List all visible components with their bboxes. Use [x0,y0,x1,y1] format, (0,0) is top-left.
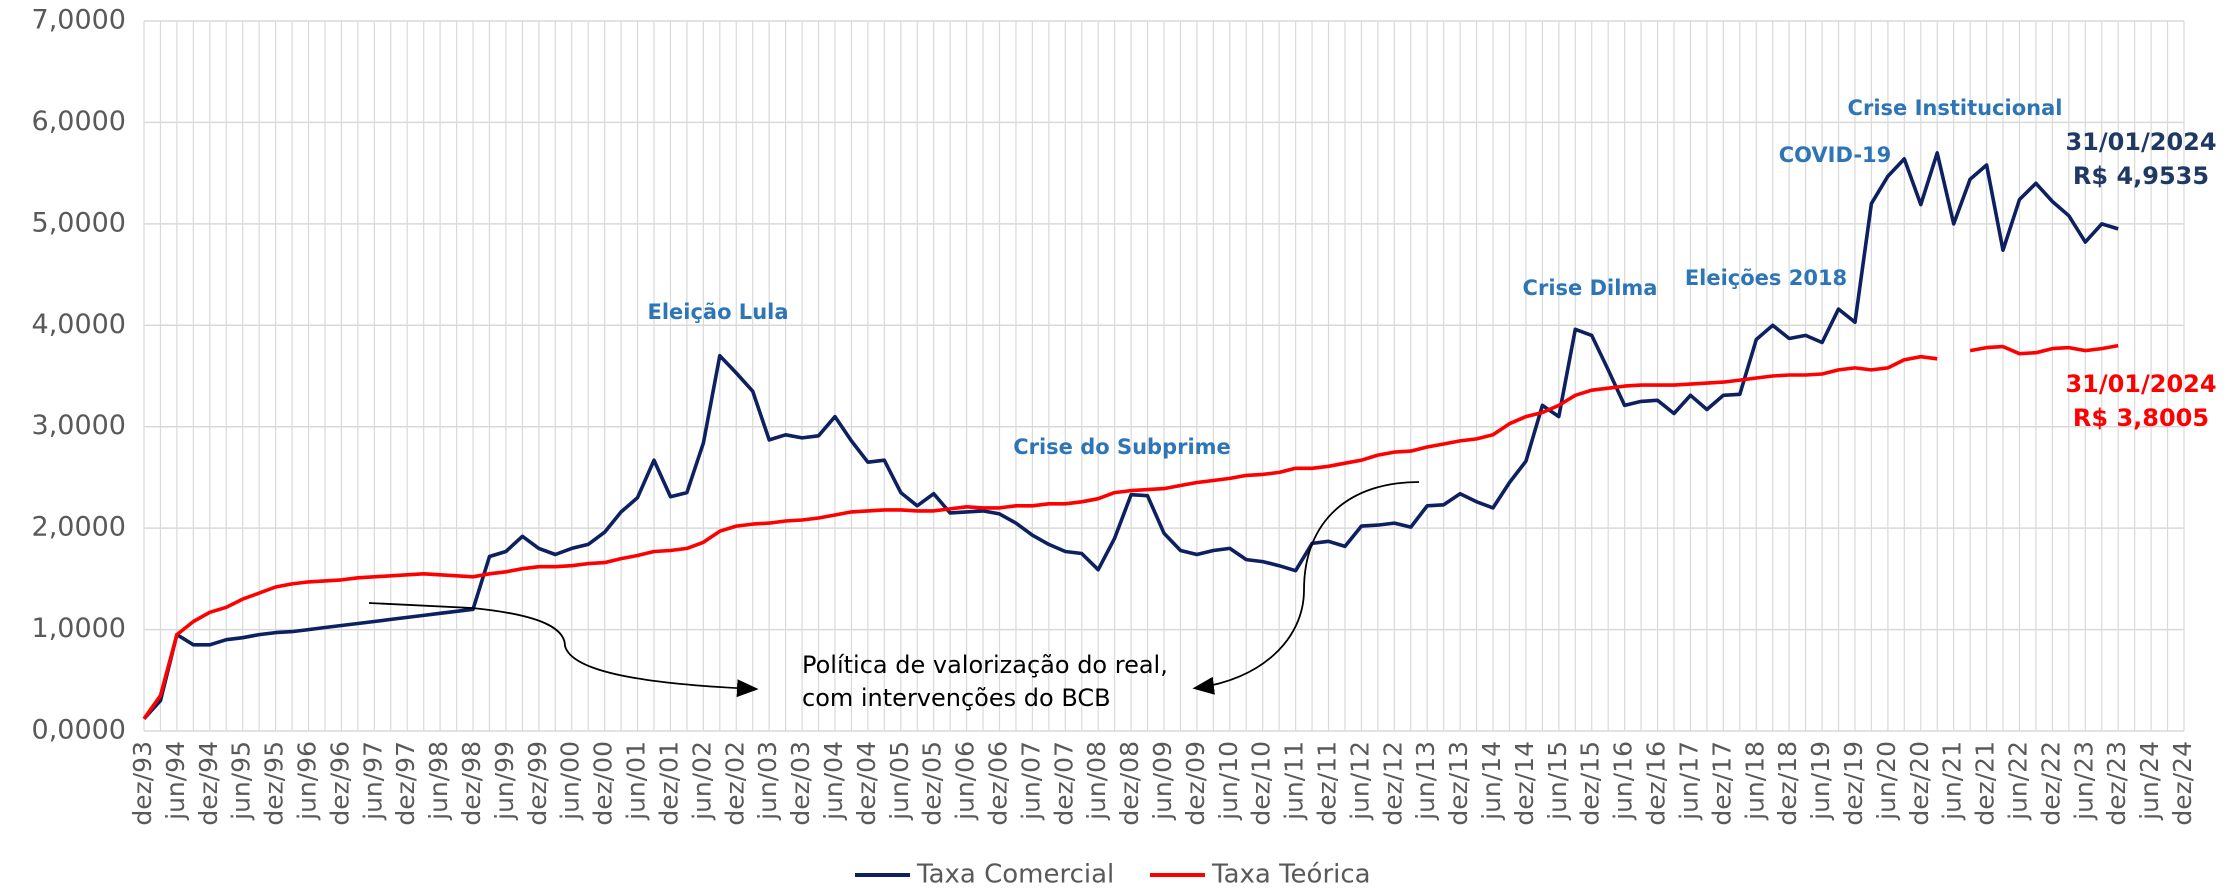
legend: Taxa Comercial Taxa Teórica [855,860,1371,890]
x-tick-label: dez/07 [1049,741,1078,826]
x-tick-label: jun/06 [951,741,980,821]
x-tick-label: jun/05 [885,741,914,821]
annotation: Crise do Subprime [1013,435,1231,459]
x-tick-label: dez/11 [1313,741,1342,826]
x-tick-label: jun/17 [1674,741,1703,821]
annotation: Crise Institucional [1848,96,2063,120]
x-tick-label: dez/04 [852,741,881,826]
x-tick-label: jun/03 [753,741,782,821]
x-tick-label: dez/14 [1510,741,1539,826]
x-tick-label: dez/00 [589,741,618,826]
annotation: COVID-19 [1779,143,1892,167]
x-tick-label: dez/22 [2036,741,2065,826]
x-tick-label: dez/99 [523,741,552,826]
x-tick-label: jun/95 [227,741,256,821]
x-tick-label: jun/14 [1477,741,1506,821]
y-tick-label: 4,0000 [32,309,126,340]
x-tick-label: dez/13 [1444,741,1473,826]
x-tick-label: jun/15 [1543,741,1572,821]
annotation: Crise Dilma [1523,276,1658,300]
x-tick-label: dez/08 [1115,741,1144,826]
x-tick-label: jun/01 [622,741,651,821]
x-tick-label: jun/18 [1740,741,1769,821]
grid [143,20,2185,732]
y-tick-label: 6,0000 [32,106,126,137]
x-tick-label: dez/16 [1642,741,1671,826]
x-tick-label: dez/95 [260,741,289,826]
note: com intervenções do BCB [802,684,1111,712]
x-tick-label: jun/98 [424,741,453,821]
y-tick-label: 3,0000 [32,410,126,441]
x-tick-label: jun/02 [687,741,716,821]
x-tick-label: jun/13 [1411,741,1440,821]
note: Política de valorização do real, [802,651,1168,679]
x-tick-label: jun/99 [490,741,519,821]
x-tick-label: dez/01 [654,741,683,826]
x-tick-label: jun/11 [1280,741,1309,821]
x-tick-label: jun/97 [358,741,387,821]
x-tick-label: dez/12 [1378,741,1407,826]
x-tick-label: jun/96 [293,741,322,821]
legend-label: Taxa Comercial [916,860,1114,890]
x-tick-label: jun/08 [1082,741,1111,821]
x-tick-label: jun/16 [1609,741,1638,821]
x-tick-label: dez/96 [325,741,354,826]
y-tick-label: 1,0000 [32,613,126,644]
lines [142,151,2119,721]
x-tick-label: dez/21 [1971,741,2000,826]
end-label: R$ 4,9535 [2073,162,2209,190]
end-label: 31/01/2024 [2065,128,2216,156]
x-tick-label: dez/24 [2168,741,2197,826]
x-tick-label: dez/15 [1576,741,1605,826]
x-tick-label: jun/94 [161,741,190,821]
x-tick-label: jun/04 [819,741,848,821]
x-tick-label: jun/23 [2069,741,2098,821]
x-tick-label: dez/97 [391,741,420,826]
labels: 0,0000 1,0000 2,0000 3,0000 4,0000 5,0000 6,00… [32,5,2197,826]
x-tick-label: jun/00 [556,741,585,821]
x-tick-label: dez/03 [786,741,815,826]
x-tick-label: dez/06 [983,741,1012,826]
end-label: 31/01/2024 [2065,370,2216,398]
arrow [1192,481,1420,695]
x-tick-label: dez/23 [2102,741,2131,826]
x-tick-label: jun/24 [2135,741,2164,821]
y-tick-label: 7,0000 [32,5,126,36]
annotation: Eleição Lula [647,300,788,324]
x-tick-label: dez/98 [457,741,486,826]
end-label: R$ 3,8005 [2073,404,2209,432]
x-tick-label: dez/17 [1707,741,1736,826]
y-tick-label: 0,0000 [32,715,126,746]
x-tick-label: jun/10 [1214,741,1243,821]
x-tick-label: dez/09 [1181,741,1210,826]
x-tick-label: dez/18 [1773,741,1802,826]
x-tick-label: jun/07 [1016,741,1045,821]
x-tick-label: jun/09 [1148,741,1177,821]
x-tick-label: dez/20 [1905,741,1934,826]
x-tick-label: dez/19 [1839,741,1868,826]
x-tick-label: dez/93 [128,741,157,826]
arrow [368,602,759,698]
x-tick-label: dez/94 [194,741,223,826]
x-tick-label: jun/12 [1345,741,1374,821]
series-line [142,343,2119,720]
x-tick-label: jun/20 [1872,741,1901,821]
x-tick-label: jun/21 [1938,741,1967,821]
series-line [142,151,2119,721]
x-tick-label: dez/02 [720,741,749,826]
x-tick-label: jun/22 [2003,741,2032,821]
legend-label: Taxa Teórica [1211,860,1371,890]
x-tick-label: dez/10 [1247,741,1276,826]
y-tick-label: 5,0000 [32,207,126,238]
x-tick-label: jun/19 [1806,741,1835,821]
x-tick-label: dez/05 [918,741,947,826]
annotation: Eleições 2018 [1685,266,1847,290]
y-tick-label: 2,0000 [32,512,126,543]
